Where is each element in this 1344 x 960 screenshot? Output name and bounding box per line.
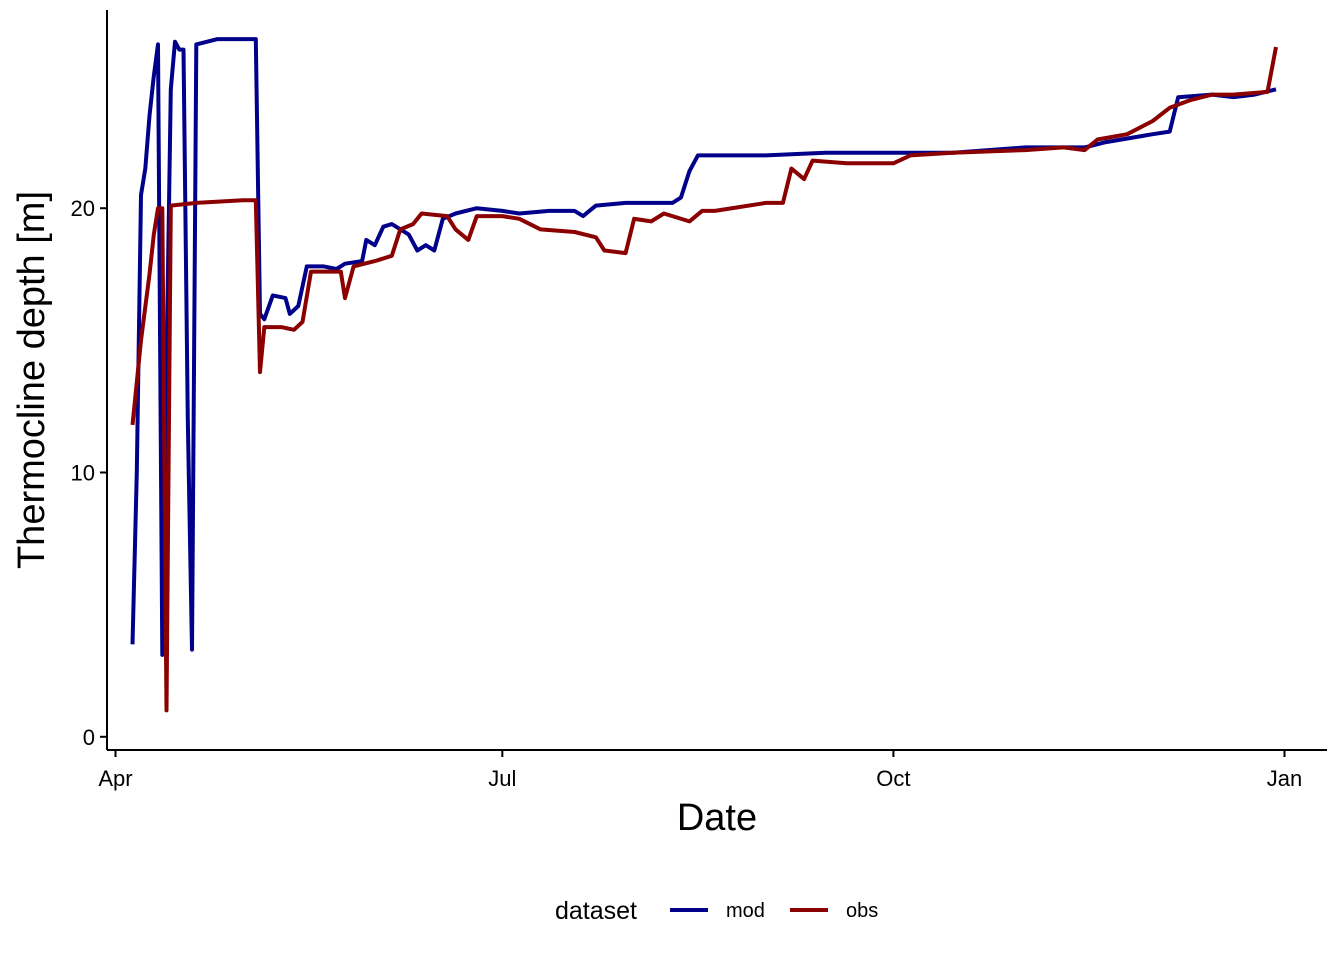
x-axis-title: Date (677, 797, 757, 839)
x-axis-ticks: Apr Jul Oct Jan (98, 750, 1302, 791)
series-line-mod (130, 37, 1277, 657)
x-tick-label: Jul (488, 766, 516, 791)
series-layer (130, 37, 1278, 713)
y-axis-ticks: 0 10 20 (71, 196, 107, 750)
legend-label-obs: obs (846, 900, 878, 922)
legend-title: dataset (555, 897, 637, 925)
legend-label-mod: mod (726, 900, 765, 922)
legend: dataset mod obs (555, 897, 878, 925)
x-tick-label: Jan (1267, 766, 1302, 791)
x-tick-label: Oct (876, 766, 910, 791)
series-line-obs (130, 46, 1278, 713)
y-tick-label: 0 (83, 725, 95, 750)
y-axis-title: Thermocline depth [m] (11, 191, 53, 569)
y-tick-label: 10 (71, 461, 95, 486)
x-tick-label: Apr (98, 766, 132, 791)
y-tick-label: 20 (71, 196, 95, 221)
